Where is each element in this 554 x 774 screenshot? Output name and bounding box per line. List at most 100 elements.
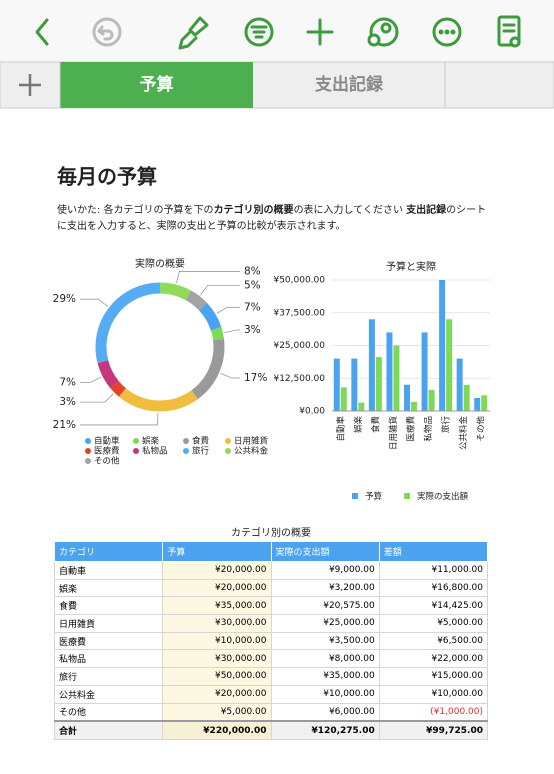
instruction-text: 支出記録 (406, 205, 447, 216)
bar (333, 358, 340, 411)
table-cell: ¥30,000.00 (162, 649, 272, 669)
leader-line (224, 329, 240, 333)
table-cell: 公共料金 (53, 684, 164, 704)
table-cell: ¥35,000.00 (162, 596, 272, 616)
table-cell: ¥9,000.00 (270, 561, 380, 580)
instruction-text: 使いかた: 各カテゴリの予算を下の (57, 205, 214, 216)
more-button[interactable] (432, 17, 462, 47)
bar (340, 387, 347, 411)
table-cell: 合計 (53, 720, 164, 740)
legend-swatch (225, 448, 231, 454)
table-cell: ¥20,000.00 (162, 684, 272, 704)
table-cell: ¥5,000.00 (162, 702, 272, 722)
tab[interactable]: 予算 (139, 75, 174, 95)
column-header: 予算 (162, 541, 272, 562)
table-cell: 旅行 (53, 667, 164, 686)
table-cell: ¥20,000.00 (162, 578, 272, 598)
legend-swatch (133, 438, 139, 444)
bar (411, 401, 417, 411)
legend-swatch (352, 493, 358, 499)
table-row: 自動車 ¥20,000.00 ¥9,000.00 ¥11,000.00 (53, 561, 489, 580)
pie-value-label: 5% (244, 279, 261, 291)
tab[interactable]: 支出記録 (315, 75, 383, 95)
table-row: 日用雑貨 ¥30,000.00 ¥25,000.00 ¥5,000.00 (53, 614, 489, 633)
table-cell: ¥35,000.00 (270, 667, 380, 686)
column-header: 実際の支出額 (270, 541, 380, 562)
legend-label: 医療費 (94, 446, 120, 457)
brush-button[interactable] (178, 16, 209, 50)
table-cell: 日用雑貨 (53, 614, 164, 633)
legend-label: 予算 (365, 491, 383, 502)
bar (439, 280, 446, 411)
x-tick-label: 日用雑貨 (388, 416, 399, 451)
y-tick-label: ¥12,500.00 (273, 374, 325, 384)
table-cell: 娯楽 (53, 578, 164, 598)
table-row: 食費 ¥35,000.00 ¥20,575.00 ¥14,425.00 (53, 596, 489, 616)
leader-line (200, 284, 240, 296)
back-button[interactable] (35, 18, 49, 46)
add-button[interactable] (306, 18, 334, 46)
table-cell: 食費 (53, 596, 164, 616)
x-tick-label: 食費 (370, 416, 381, 434)
table-cell: ¥50,000.00 (162, 667, 272, 686)
table-cell: ¥5,000.00 (378, 614, 489, 633)
x-tick-label: 私物品 (423, 416, 434, 442)
legend-label: その他 (94, 456, 120, 467)
leader-line (80, 298, 109, 307)
x-tick-label: 娯楽 (353, 416, 364, 434)
table-cell: 私物品 (53, 649, 164, 669)
legend-label: 娯楽 (142, 436, 160, 447)
legend-label: 私物品 (142, 446, 168, 457)
format-button[interactable] (244, 17, 274, 47)
table-cell: ¥20,000.00 (162, 561, 272, 580)
table-row: 旅行 ¥50,000.00 ¥35,000.00 ¥15,000.00 (53, 667, 489, 686)
pie-value-label: 29% (53, 293, 76, 305)
legend-swatch (85, 458, 91, 464)
table-cell: ¥11,000.00 (378, 561, 489, 580)
bar (393, 345, 400, 411)
table-cell: ¥22,000.00 (378, 649, 489, 669)
pie-value-label: 17% (244, 372, 267, 384)
leader-line (216, 306, 240, 314)
table-cell: ¥3,200.00 (270, 578, 380, 598)
x-tick-label: 医療費 (406, 416, 417, 442)
bar (481, 395, 488, 411)
pie-value-label: 3% (244, 324, 261, 336)
pie-value-label: 7% (59, 376, 76, 388)
table-row: 私物品 ¥30,000.00 ¥8,000.00 ¥22,000.00 (53, 649, 489, 669)
table-row: 公共料金 ¥20,000.00 ¥10,000.00 ¥10,000.00 (53, 684, 489, 704)
pie-slice (210, 327, 224, 341)
table-cell: ¥10,000.00 (162, 631, 272, 651)
table-cell: ¥10,000.00 (270, 684, 380, 704)
table-cell: ¥30,000.00 (162, 614, 272, 633)
legend-label: 旅行 (192, 446, 210, 457)
x-tick-label: 公共料金 (458, 416, 469, 451)
legend-swatch (183, 448, 189, 454)
pie-slice (198, 302, 222, 331)
legend-label: 公共料金 (234, 446, 269, 457)
y-tick-label: ¥0.00 (299, 407, 325, 417)
toolbar (0, 0, 554, 62)
table-cell: ¥120,275.00 (270, 720, 380, 740)
pie-value-label: 7% (244, 301, 261, 313)
add-sheet-button[interactable] (19, 74, 41, 96)
legend-swatch (404, 493, 410, 499)
bar (375, 357, 382, 411)
page-title: 毎月の予算 (57, 165, 157, 189)
table-cell: ¥8,000.00 (270, 649, 380, 669)
bar (404, 384, 410, 411)
table-cell: ¥3,500.00 (270, 631, 380, 651)
table-cell: ¥6,500.00 (378, 631, 489, 651)
pie-slice (159, 282, 192, 301)
column-header: カテゴリ (53, 541, 164, 562)
undo-button[interactable] (92, 17, 122, 47)
table-cell: ¥14,425.00 (378, 596, 489, 616)
collaborate-button[interactable] (367, 17, 399, 47)
table-cell: 自動車 (53, 561, 164, 580)
active-tab-bg (60, 62, 253, 108)
pie-slice (191, 338, 225, 400)
x-tick-label: その他 (476, 416, 487, 442)
view-button[interactable] (497, 15, 521, 48)
